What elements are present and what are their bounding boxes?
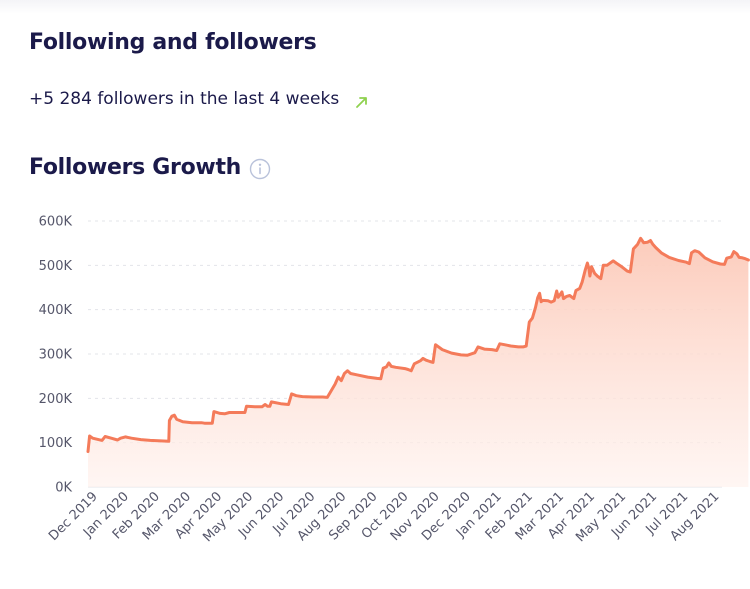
y-tick-label: 300K <box>39 348 73 363</box>
top-divider-shadow <box>0 0 750 14</box>
followers-line <box>86 236 750 453</box>
y-tick-label: 500K <box>39 259 73 274</box>
followers-summary-text: +5 284 followers in the last 4 weeks <box>29 89 340 109</box>
y-axis: 0K 100K 200K 300K 400K 500K 600K <box>39 215 73 496</box>
arrow-up-right-icon <box>355 94 369 108</box>
chart-header: Followers Growth <box>29 154 271 180</box>
info-icon[interactable] <box>249 158 271 180</box>
y-tick-label: 200K <box>39 392 73 407</box>
y-tick-label: 100K <box>39 436 73 451</box>
chart-title: Followers Growth <box>29 154 242 180</box>
y-tick-label: 400K <box>39 303 73 318</box>
section-title: Following and followers <box>29 30 317 55</box>
followers-summary: +5 284 followers in the last 4 weeks <box>29 89 369 109</box>
y-tick-label: 0K <box>55 481 72 496</box>
y-tick-label: 600K <box>39 215 73 230</box>
